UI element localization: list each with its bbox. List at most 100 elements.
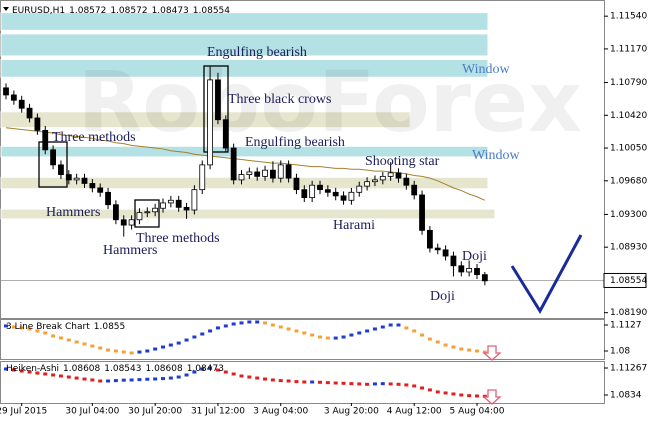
- candle-body: [10, 94, 17, 101]
- indicator-bar: [396, 382, 401, 386]
- indicator-bar: [113, 379, 118, 383]
- x-tick-label: 30 Jul 04:00: [65, 407, 119, 417]
- candle-body: [175, 199, 182, 208]
- indicator-bar: [4, 367, 8, 371]
- indicator-bar: [294, 329, 299, 333]
- candle-body: [34, 117, 41, 131]
- indicator-bar: [380, 382, 385, 386]
- indicator-bar: [380, 325, 385, 329]
- indicator-bar: [475, 349, 479, 353]
- y-tick-label: 1.08: [610, 347, 630, 357]
- candle-body: [230, 147, 237, 181]
- x-tick-label: 3 Aug 04:00: [253, 407, 308, 417]
- indicator-bar: [121, 378, 126, 382]
- indicator-bar: [66, 375, 71, 379]
- indicator-bar: [145, 377, 150, 381]
- candle-body: [434, 247, 441, 251]
- candle-body: [183, 206, 190, 211]
- candle-body: [113, 204, 119, 221]
- candle-body: [387, 172, 394, 177]
- candle-body: [411, 184, 418, 196]
- indicator-bar: [35, 371, 40, 375]
- indicator-bar: [106, 379, 111, 383]
- header-part: 1.08572: [69, 6, 106, 16]
- panel-header: 3 Line Break Chart 1.0855: [6, 322, 125, 332]
- header-part: 1.08572: [110, 6, 147, 16]
- indicator-bar: [286, 379, 291, 383]
- candle-body: [167, 199, 174, 204]
- candle-body: [403, 177, 410, 186]
- indicator-bar: [451, 345, 456, 349]
- indicator-bar: [58, 336, 63, 340]
- candle-body: [89, 183, 96, 189]
- indicator-bar: [231, 322, 236, 326]
- zone: [0, 59, 489, 78]
- indicator-bar: [443, 343, 448, 347]
- price-label-box: [603, 272, 647, 288]
- indicator-bar: [302, 331, 307, 335]
- indicator-bar: [255, 376, 260, 380]
- zone: [0, 111, 411, 129]
- candle-body: [332, 191, 339, 197]
- candle-body: [301, 189, 308, 199]
- signal-arrow: [482, 389, 502, 405]
- pattern-label: Three black crows: [228, 92, 331, 107]
- indicator-bar: [482, 350, 487, 354]
- candle-body: [277, 164, 284, 179]
- indicator-bar: [325, 381, 330, 385]
- indicator-bar: [223, 370, 228, 374]
- pattern-label: Window: [472, 148, 521, 163]
- watermark: RoboForex: [78, 53, 583, 151]
- indicator-bar: [294, 380, 299, 384]
- pattern-label: Hammers: [46, 205, 100, 220]
- indicator-bar: [349, 382, 354, 386]
- x-tick-label: 5 Aug 04:00: [450, 407, 505, 417]
- candle-body: [246, 171, 253, 176]
- candle-body: [105, 191, 111, 206]
- indicator-bar: [200, 367, 205, 371]
- pattern-label: Engulfing bearish: [207, 45, 307, 60]
- indicator-bar: [357, 382, 362, 386]
- indicator-bar: [475, 394, 479, 398]
- zone: [0, 176, 489, 190]
- candle-body: [81, 177, 88, 184]
- candle-body: [309, 184, 316, 199]
- pattern-box: [38, 141, 68, 188]
- candle-body: [317, 184, 323, 191]
- header-part: 1.08473: [187, 364, 224, 374]
- candle-body: [364, 181, 371, 187]
- indicator-bar: [184, 338, 189, 342]
- candle-body: [238, 174, 245, 181]
- candle-body: [18, 99, 25, 109]
- indicator-bar: [270, 323, 275, 327]
- candle-body: [442, 249, 449, 257]
- candle-body: [395, 172, 402, 179]
- indicator-bar: [153, 377, 158, 381]
- candle-body: [199, 164, 206, 191]
- zone: [0, 145, 489, 158]
- panel-header: EURUSD,H1 1.08572 1.08572 1.08473 1.08554: [12, 6, 230, 16]
- indicator-bar: [318, 335, 322, 339]
- indicator-bar: [223, 324, 228, 328]
- header-part: 3 Line Break Chart: [6, 322, 90, 332]
- indicator-bar: [247, 375, 252, 379]
- y-tick-label: 1.09680: [610, 176, 647, 186]
- indicator-bar: [310, 333, 315, 337]
- indicator-bar: [106, 348, 111, 352]
- indicator-bar: [404, 383, 409, 387]
- candle-body: [3, 87, 9, 96]
- indicator-bar: [286, 327, 291, 331]
- forecast-arrow: [510, 234, 583, 314]
- indicator-bar: [98, 379, 103, 383]
- current-price-label: 1.08554: [610, 276, 647, 286]
- indicator-bar: [333, 381, 338, 385]
- indicator-bar: [145, 349, 150, 353]
- x-tick-label: 4 Aug 12:00: [387, 407, 442, 417]
- header-part: EURUSD,H1: [12, 6, 65, 16]
- indicator-bar: [200, 332, 205, 336]
- indicator-bar: [372, 382, 377, 386]
- indicator-bar: [333, 336, 338, 340]
- indicator-bar: [153, 347, 158, 351]
- y-tick-label: 1.11540: [610, 12, 647, 22]
- y-tick-label: 1.09300: [610, 210, 647, 220]
